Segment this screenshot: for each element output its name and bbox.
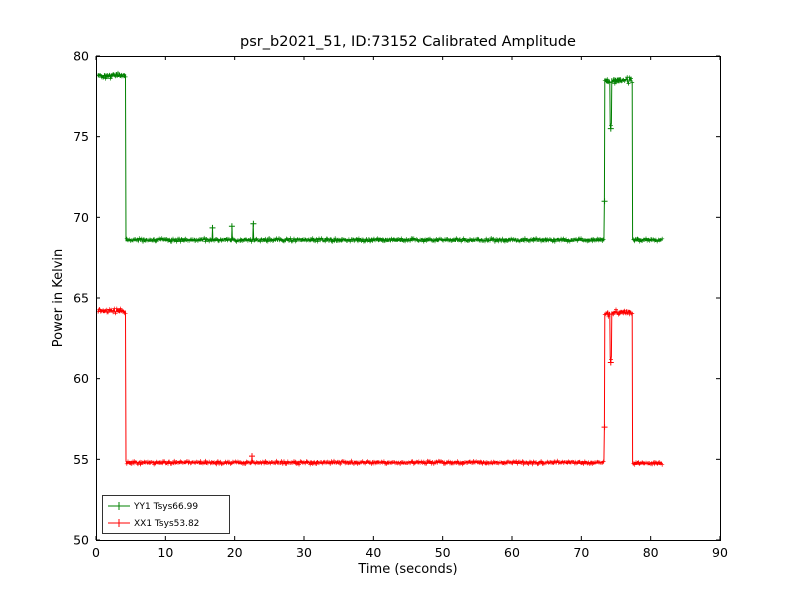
series-plus-markers-yy1 xyxy=(96,70,665,244)
x-tick-label: 20 xyxy=(227,545,243,560)
legend-entry-xx1: XX1 Tsys53.82 xyxy=(108,519,199,529)
x-tick-label: 30 xyxy=(296,545,312,560)
series-outlier-markers-yy1 xyxy=(209,125,614,231)
axis-tick-labels: 0 10 20 30 40 50 60 70 80 90 50 55 60 65 70 75 80 xyxy=(73,49,728,561)
chart-title: psr_b2021_51, ID:73152 Calibrated Amplit… xyxy=(240,34,576,50)
y-axis-label: Power in Kelvin xyxy=(51,249,66,347)
y-tick-label: 75 xyxy=(73,129,89,144)
y-tick-label: 50 xyxy=(73,533,89,548)
y-tick-label: 55 xyxy=(73,452,89,467)
legend-entry-yy1: YY1 Tsys66.99 xyxy=(108,502,198,512)
legend-box xyxy=(102,495,230,534)
legend-label-yy1: YY1 Tsys66.99 xyxy=(133,502,198,512)
x-tick-label: 90 xyxy=(712,545,728,560)
x-tick-label: 10 xyxy=(157,545,173,560)
series-outlier-markers-xx1 xyxy=(249,359,614,460)
x-tick-label: 0 xyxy=(92,545,100,560)
y-tick-label: 65 xyxy=(73,291,89,306)
x-tick-label: 70 xyxy=(573,545,589,560)
x-axis-label: Time (seconds) xyxy=(357,562,457,577)
series-plus-markers-xx1 xyxy=(96,306,665,467)
y-tick-label: 80 xyxy=(73,49,89,64)
legend: YY1 Tsys66.99 XX1 Tsys53.82 xyxy=(102,495,230,534)
x-tick-label: 40 xyxy=(365,545,381,560)
legend-label-xx1: XX1 Tsys53.82 xyxy=(134,519,199,529)
plot-frame xyxy=(96,56,721,541)
legend-line-plus-marker-yy1 xyxy=(108,502,130,510)
y-tick-label: 70 xyxy=(73,210,89,225)
x-tick-label: 50 xyxy=(435,545,451,560)
data-series-layer xyxy=(96,70,665,467)
x-tick-label: 80 xyxy=(643,545,659,560)
legend-line-plus-marker-xx1 xyxy=(108,519,130,527)
x-tick-label: 60 xyxy=(504,545,520,560)
y-tick-label: 60 xyxy=(73,371,89,386)
